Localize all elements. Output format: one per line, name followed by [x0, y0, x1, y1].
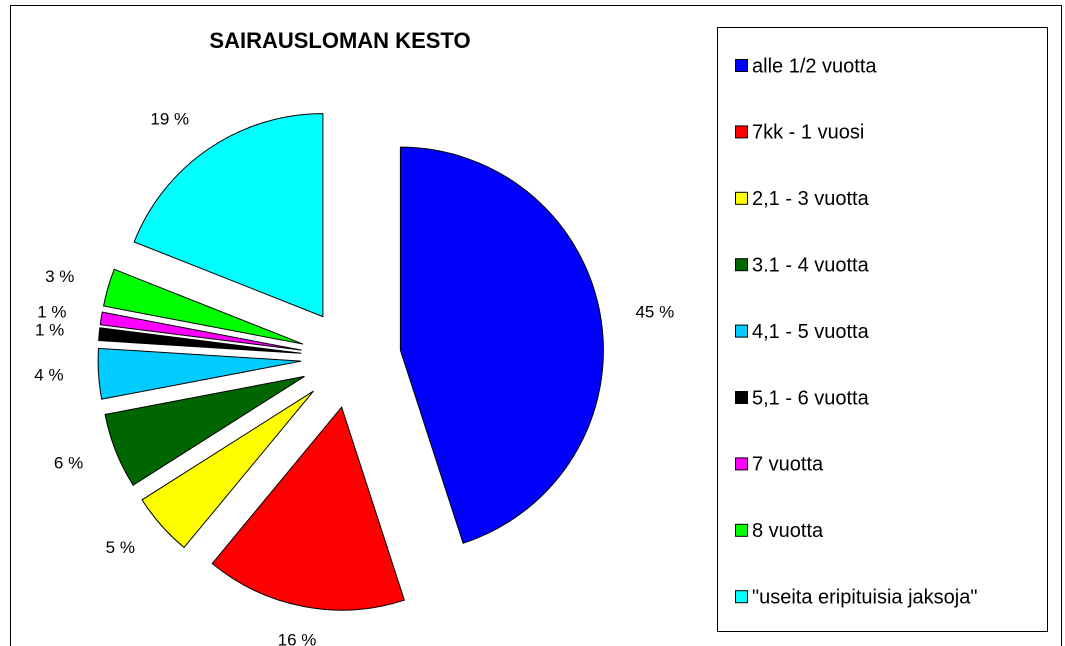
value-label: 1 %	[35, 320, 64, 339]
pie-slice	[133, 113, 324, 318]
pie-slice	[104, 375, 305, 486]
legend-swatch	[735, 191, 748, 205]
value-label: 1 %	[37, 302, 66, 321]
legend-label: alle 1/2 vuotta	[752, 55, 877, 77]
pie-slice	[399, 146, 604, 544]
value-label: 3 %	[45, 267, 74, 286]
legend-label: 3.1 - 4 vuotta	[752, 254, 870, 276]
pie-slice	[98, 327, 302, 354]
legend-label: "useita eripituisia jaksoja"	[752, 586, 977, 608]
pie-slice	[141, 390, 314, 549]
legend-swatch	[735, 324, 748, 338]
legend-swatch	[735, 59, 748, 72]
legend-swatch	[735, 258, 748, 272]
value-label: 4 %	[34, 366, 63, 385]
pie-slice	[97, 347, 302, 400]
value-label: 6 %	[54, 454, 83, 473]
legend-swatch	[735, 391, 748, 404]
value-label: 45 %	[635, 302, 674, 321]
legend-label: 5,1 - 6 vuotta	[752, 387, 870, 409]
value-label: 19 %	[150, 109, 189, 128]
legend-label: 4,1 - 5 vuotta	[752, 321, 870, 343]
value-label: 16 %	[278, 630, 317, 646]
value-label: 5 %	[106, 538, 135, 557]
pie-slice	[99, 311, 302, 351]
legend-swatch	[735, 457, 748, 471]
legend-label: 7kk - 1 vuosi	[752, 122, 864, 144]
legend-label: 2,1 - 3 vuotta	[752, 188, 870, 210]
legend-label: 7 vuotta	[752, 454, 824, 476]
legend-box	[717, 27, 1048, 632]
legend-swatch	[735, 523, 748, 537]
legend-swatch	[735, 125, 748, 139]
legend-swatch	[735, 590, 748, 604]
pie-slice	[102, 268, 304, 345]
pie-slice	[211, 406, 405, 611]
legend-label: 8 vuotta	[752, 520, 824, 542]
chart-title: SAIRAUSLOMAN KESTO	[209, 28, 470, 53]
